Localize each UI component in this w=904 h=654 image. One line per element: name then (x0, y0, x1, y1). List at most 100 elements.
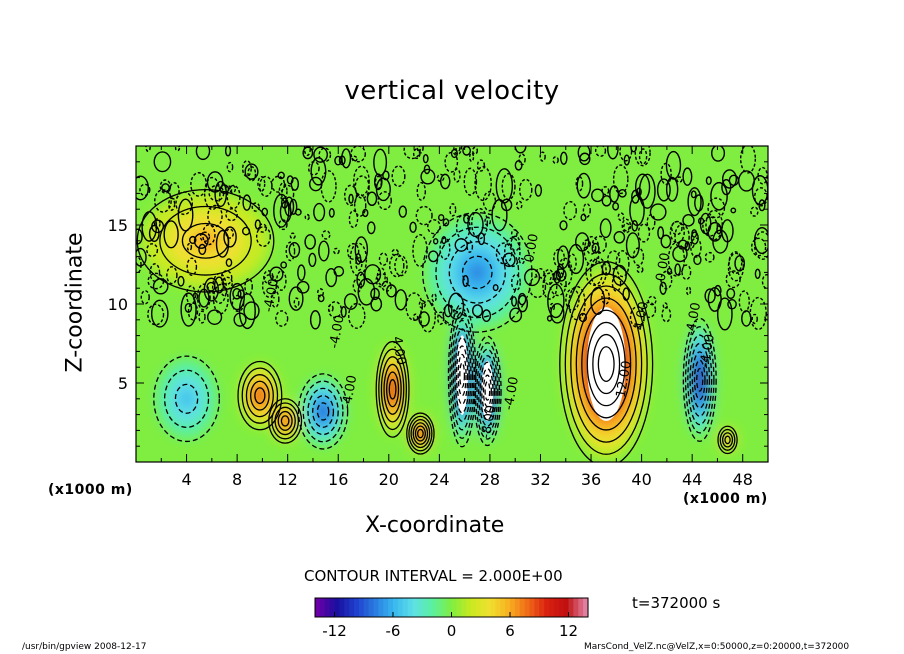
contour-line (198, 310, 206, 324)
colorbar-cell (461, 598, 467, 617)
contour-line (455, 146, 461, 152)
contour-line (328, 208, 335, 218)
contour-line (279, 201, 292, 223)
contour-line (761, 274, 768, 290)
contour-line (447, 292, 465, 320)
contour-line (629, 306, 645, 329)
colorbar-cell (480, 598, 487, 617)
contour-line (607, 250, 621, 270)
contour-line (409, 221, 417, 233)
contour-label: -8.00 (479, 404, 500, 440)
colorbar-tick-label: 6 (505, 622, 515, 640)
contour-line (184, 302, 193, 313)
contour-line (586, 241, 597, 255)
colorbar-tick-label: 0 (447, 622, 457, 640)
contour-line (623, 222, 630, 232)
y-tick-label: 10 (108, 295, 128, 314)
contour-line (289, 232, 296, 240)
contour-line (416, 181, 427, 201)
contour-line (288, 286, 304, 311)
contour-line (439, 173, 451, 190)
contour-line (153, 151, 172, 173)
contour-line (719, 428, 736, 451)
contour-line (601, 261, 612, 276)
contour-line (394, 289, 408, 311)
contour-line (153, 218, 161, 229)
contour-line (226, 161, 234, 173)
contour-line (728, 251, 743, 274)
x-tick-label: 20 (379, 470, 399, 489)
contour-line (376, 267, 386, 286)
contour-line (575, 297, 637, 431)
contour-line (136, 175, 150, 201)
contour-line (273, 193, 290, 228)
contour-line (466, 240, 474, 253)
contour-line (296, 280, 310, 294)
contour-line (672, 245, 688, 263)
contour-line (468, 152, 475, 163)
contour-label: 0.00 (654, 251, 674, 282)
contour-line (437, 311, 445, 325)
contour-line (463, 167, 478, 196)
colorbar: -12 -6 0 6 12 (314, 597, 589, 640)
colorbar-cell (529, 598, 535, 617)
contour-line (268, 398, 303, 444)
contour-line (452, 328, 472, 422)
contour-line (312, 394, 335, 428)
contour-line (518, 178, 533, 201)
x-unit-right: (x1000 m) (683, 491, 768, 507)
contour-line (449, 203, 457, 217)
contour-line (563, 200, 577, 221)
contour-line (549, 271, 567, 297)
contour-line (420, 168, 436, 185)
contour-line (542, 272, 558, 300)
contour-line (250, 380, 270, 411)
x-tick-label: 4 (181, 470, 191, 489)
contour-line (601, 195, 612, 207)
colorbar-cell (456, 598, 462, 617)
contour-line (524, 268, 541, 287)
contour-line (580, 213, 587, 222)
contour-line (704, 288, 716, 304)
contour-line (255, 226, 272, 248)
contour-line (738, 290, 750, 313)
contour-line (147, 303, 165, 326)
contour-line (403, 146, 421, 160)
contour-line (321, 230, 331, 240)
contour-line (366, 191, 378, 207)
contour-line (612, 264, 627, 286)
velocity-field (136, 146, 768, 462)
contour-line (414, 425, 426, 442)
contour-line (462, 274, 469, 287)
contour-line (690, 190, 697, 199)
contour-line (195, 146, 211, 161)
contour-line (484, 381, 491, 401)
contour-line (383, 363, 402, 415)
contour-label: -4.00 (697, 333, 718, 369)
contour-line (682, 167, 693, 186)
contour-line (592, 333, 621, 395)
contour-line (482, 191, 497, 212)
y-tick-label: 5 (118, 374, 128, 393)
contour-line (565, 288, 580, 311)
contour-line (328, 301, 343, 319)
contour-line (599, 218, 612, 239)
contour-line (325, 268, 338, 288)
contour-line (241, 226, 251, 236)
colorbar-cell (436, 598, 443, 617)
contour-line (510, 229, 518, 239)
contour-label: -4.00 (683, 301, 704, 337)
chart-title: vertical velocity (344, 76, 560, 106)
contour-line (705, 176, 712, 186)
colorbar-cell (568, 598, 574, 617)
x-tick-label: 8 (232, 470, 242, 489)
colorbar-cell (553, 598, 560, 617)
contour-line (297, 264, 306, 281)
colorbar-cell (427, 598, 433, 617)
feature-updraft-11 (718, 427, 737, 453)
colorbar-cell (344, 598, 350, 617)
contour-line (461, 255, 493, 290)
contour-line (510, 273, 521, 292)
colorbar-cell (563, 598, 570, 617)
colorbar-cell (315, 598, 321, 617)
